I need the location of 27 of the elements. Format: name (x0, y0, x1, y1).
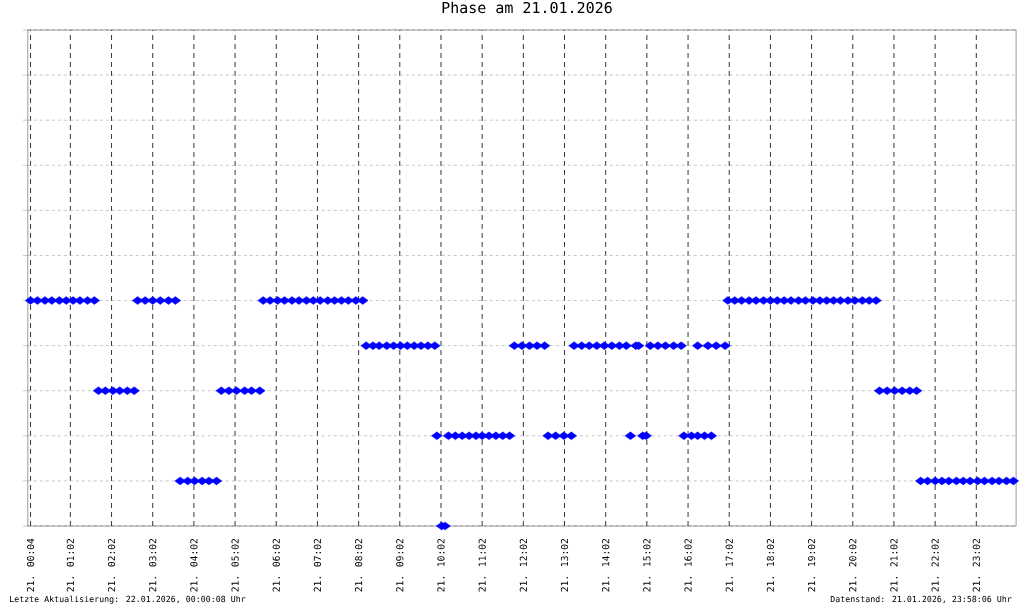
chart-title: Phase am 21.01.2026 (442, 1, 612, 14)
x-tick-label: 21. 19:02 (807, 539, 816, 592)
x-tick-label: 21. 13:02 (560, 539, 569, 592)
x-tick-label: 21. 15:02 (643, 539, 651, 592)
x-tick-label: 21. 20:02 (849, 539, 857, 592)
x-tick-label: 21. 00:04 (26, 538, 35, 592)
x-tick-label: 21. 22:02 (931, 539, 939, 592)
x-tick-label: 21. 06:02 (272, 539, 280, 592)
x-tick-label: 21. 16:02 (684, 539, 692, 592)
x-tick-label: 21. 11:02 (478, 539, 486, 592)
x-tick-label: 21. 08:02 (354, 539, 363, 592)
x-tick-label: 21. 10:02 (437, 539, 445, 592)
text: Datenstand: 21.01.2026, 23:58:06 Uhr (830, 595, 1012, 604)
text: Letzte Aktualisierung: 22.01.2026, 00:00:08 Uhr (10, 595, 246, 604)
x-tick-label: 21. 07:02 (313, 539, 322, 592)
x-tick-label: 21. 03:02 (149, 539, 157, 592)
x-tick-label: 21. 18:02 (766, 539, 775, 592)
x-tick-label: 21. 21:02 (890, 539, 898, 592)
x-tick-label: 21. 05:02 (231, 539, 239, 592)
x-tick-label: 21. 12:02 (519, 539, 527, 592)
x-tick-label: 21. 23:02 (972, 539, 980, 592)
x-tick-label: 21. 02:02 (107, 539, 116, 592)
x-tick-label: 21. 04:02 (190, 539, 198, 592)
x-tick-label: 21. 09:02 (396, 539, 404, 592)
x-tick-label: 21. 14:02 (602, 539, 610, 592)
x-tick-label: 21. 01:02 (66, 539, 74, 592)
x-tick-label: 21. 17:02 (725, 539, 733, 592)
